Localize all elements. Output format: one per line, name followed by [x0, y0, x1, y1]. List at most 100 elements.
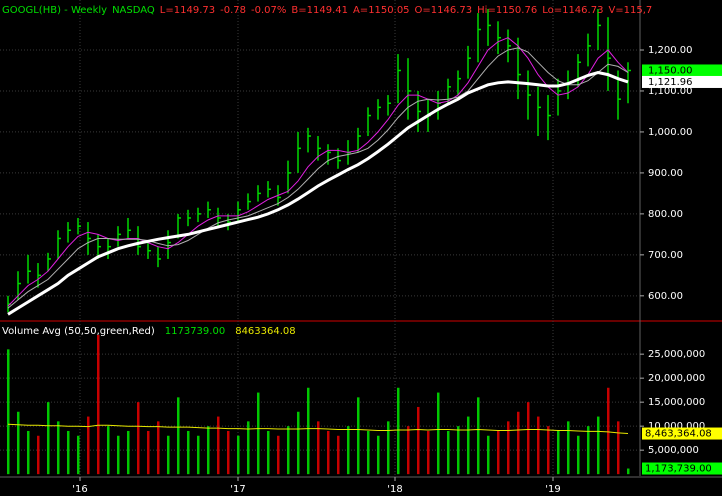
- volume-bar: [207, 426, 210, 475]
- y-tick-label: 5,000,000: [648, 445, 699, 456]
- volume-bar: [167, 435, 170, 475]
- volume-bar: [477, 397, 480, 475]
- moving-average: [7, 70, 629, 316]
- volume-bar: [307, 387, 310, 475]
- volume-bar: [547, 426, 550, 475]
- volume-bar: [487, 435, 490, 475]
- volume-bar: [347, 426, 350, 475]
- y-tick-label: 800.00: [648, 209, 683, 220]
- header: GOOGL(HB) - Weekly NASDAQ L=1149.73 -0.78 -0…: [2, 5, 652, 16]
- y-tick-label: 900.00: [648, 168, 683, 179]
- y-tick-label: 1,200.00: [648, 45, 693, 56]
- volume-bar: [397, 387, 400, 475]
- quote-field: Hi=1150.76: [477, 5, 537, 16]
- volume-bar: [227, 430, 230, 475]
- volume-bar: [327, 430, 330, 475]
- volume-header: Volume Avg (50,50,green,Red) 1173739.00 84…: [2, 326, 296, 337]
- volume-bar: [337, 435, 340, 475]
- volume-bar: [57, 421, 60, 475]
- quote-field: B=1149.41: [291, 5, 348, 16]
- volume-bar: [417, 406, 420, 475]
- volume-bar: [437, 392, 440, 475]
- volume-bar: [367, 430, 370, 475]
- x-tick-label: '19: [545, 484, 560, 495]
- volume-bar: [317, 421, 320, 475]
- volume-bar: [427, 430, 430, 475]
- volume-bar: [37, 435, 40, 475]
- volume-bar: [497, 430, 500, 475]
- volume-bar: [567, 421, 570, 475]
- volume-average: [7, 423, 629, 434]
- volume-bar: [177, 397, 180, 475]
- quote-field: -0.07%: [251, 5, 286, 16]
- volume-bar: [7, 349, 10, 475]
- volume-bar: [87, 416, 90, 475]
- quote-field: -0.78: [220, 5, 246, 16]
- moving-average: [7, 47, 629, 309]
- volume-bar: [67, 430, 70, 475]
- y-tick-label: 15,000,000: [648, 397, 705, 408]
- volume-bar: [147, 430, 150, 475]
- volume-bar: [247, 421, 250, 475]
- volume-bar: [617, 421, 620, 475]
- volume-flag: [642, 462, 722, 475]
- quote-field: L=1149.73: [160, 5, 215, 16]
- volume-bar: [357, 397, 360, 475]
- quote-field: O=1146.73: [415, 5, 473, 16]
- volume-bar: [157, 421, 160, 475]
- volume-bar: [137, 402, 140, 475]
- volume-bar: [407, 426, 410, 475]
- y-tick-label: 25,000,000: [648, 349, 705, 360]
- symbol: GOOGL(HB) - Weekly: [2, 5, 107, 16]
- volume-bar: [377, 435, 380, 475]
- price-flag: [642, 75, 722, 88]
- volume-bar: [17, 411, 20, 475]
- volume-flag-label: 1,173,739.00: [645, 464, 712, 475]
- volume-bar: [467, 416, 470, 475]
- volume-readout: 1173739.00: [165, 326, 225, 337]
- volume-bar: [597, 416, 600, 475]
- y-tick-label: 700.00: [648, 250, 683, 261]
- volume-flag-label: 8,463,364.08: [645, 429, 712, 440]
- y-tick-label: 600.00: [648, 291, 683, 302]
- quote-field: A=1150.05: [353, 5, 410, 16]
- volume-bar: [587, 426, 590, 475]
- quote-field: V=115,7: [608, 5, 652, 16]
- volume-bar: [527, 402, 530, 475]
- volume-bar: [217, 416, 220, 475]
- volume-bar: [507, 421, 510, 475]
- exchange: NASDAQ: [112, 5, 155, 16]
- x-tick-label: '18: [387, 484, 402, 495]
- volume-bar: [447, 430, 450, 475]
- x-tick-label: '17: [230, 484, 245, 495]
- y-tick-label: 20,000,000: [648, 373, 705, 384]
- y-tick-label: 1,100.00: [648, 86, 693, 97]
- volume-bar: [97, 334, 100, 475]
- quote-field: Lo=1146.73: [542, 5, 603, 16]
- x-tick-label: '16: [72, 484, 87, 495]
- volume-title: Volume Avg (50,50,green,Red): [2, 326, 155, 337]
- price-flag-label: 1,121.96: [648, 77, 693, 88]
- volume-bar: [387, 421, 390, 475]
- volume-bar: [197, 435, 200, 475]
- volume-bar: [457, 426, 460, 475]
- volume-bar: [77, 435, 80, 475]
- volume-bar: [267, 430, 270, 475]
- price-flag: [642, 64, 722, 77]
- volume-bar: [537, 416, 540, 475]
- volume-bar: [127, 430, 130, 475]
- volume-bar: [607, 387, 610, 475]
- y-tick-label: 1,000.00: [648, 127, 693, 138]
- volume-flag: [642, 427, 722, 440]
- volume-bar: [47, 402, 50, 475]
- volume-bar: [27, 430, 30, 475]
- volume-bar: [187, 430, 190, 475]
- volume-bar: [577, 435, 580, 475]
- volume-readout: 8463364.08: [235, 326, 295, 337]
- volume-bar: [117, 435, 120, 475]
- y-tick-label: 10,000,000: [648, 421, 705, 432]
- price-flag-label: 1,150.00: [648, 65, 693, 76]
- volume-bar: [627, 468, 630, 475]
